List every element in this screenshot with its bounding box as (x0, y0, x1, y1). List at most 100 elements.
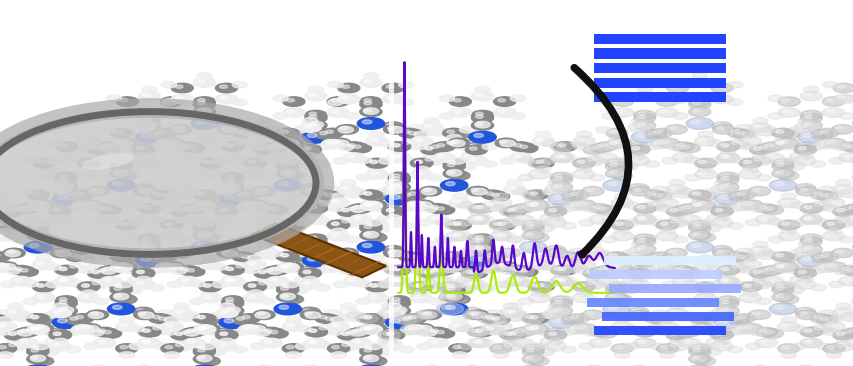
Circle shape (238, 140, 253, 147)
Circle shape (593, 145, 601, 148)
Circle shape (116, 344, 138, 353)
Circle shape (305, 203, 328, 213)
Circle shape (72, 325, 94, 334)
Circle shape (822, 346, 838, 353)
Circle shape (94, 143, 116, 153)
Circle shape (360, 326, 368, 330)
Circle shape (9, 343, 16, 347)
Circle shape (200, 233, 220, 242)
Circle shape (200, 282, 222, 292)
Circle shape (688, 201, 711, 210)
Circle shape (694, 202, 710, 208)
Circle shape (142, 236, 150, 239)
Circle shape (243, 282, 265, 292)
Circle shape (609, 294, 617, 298)
Circle shape (321, 128, 343, 138)
Circle shape (726, 128, 748, 138)
Circle shape (485, 315, 493, 319)
Circle shape (457, 343, 473, 350)
Circle shape (655, 220, 677, 229)
Circle shape (764, 330, 772, 334)
Circle shape (90, 276, 106, 283)
Circle shape (539, 214, 560, 223)
Circle shape (368, 131, 384, 138)
Circle shape (835, 214, 850, 221)
Circle shape (820, 130, 827, 133)
Circle shape (800, 214, 822, 224)
Circle shape (554, 308, 561, 311)
Circle shape (775, 163, 783, 167)
Circle shape (261, 251, 281, 259)
Circle shape (550, 306, 572, 315)
Circle shape (710, 94, 732, 104)
Circle shape (475, 112, 483, 115)
Circle shape (614, 324, 622, 327)
Circle shape (165, 98, 172, 102)
Circle shape (183, 327, 205, 337)
Circle shape (540, 158, 555, 164)
Circle shape (550, 142, 572, 152)
Circle shape (676, 154, 683, 158)
Circle shape (315, 143, 330, 150)
Circle shape (59, 308, 67, 311)
Circle shape (781, 173, 788, 176)
Circle shape (826, 222, 833, 225)
Circle shape (550, 296, 572, 305)
Circle shape (116, 97, 138, 107)
Circle shape (92, 270, 100, 274)
Circle shape (571, 326, 578, 330)
Circle shape (286, 352, 301, 358)
Circle shape (258, 158, 266, 161)
Circle shape (632, 214, 654, 224)
Circle shape (272, 236, 287, 243)
Circle shape (270, 278, 278, 281)
Circle shape (688, 190, 711, 199)
Circle shape (281, 265, 288, 268)
Circle shape (804, 115, 811, 118)
Circle shape (438, 282, 461, 292)
Circle shape (688, 325, 711, 334)
Circle shape (630, 365, 646, 366)
Circle shape (341, 96, 349, 99)
Circle shape (52, 317, 80, 328)
Circle shape (775, 141, 783, 144)
Circle shape (609, 284, 617, 287)
Circle shape (388, 126, 403, 133)
Circle shape (851, 117, 853, 129)
Circle shape (833, 144, 848, 150)
Circle shape (78, 282, 100, 291)
Circle shape (758, 329, 766, 332)
Circle shape (827, 281, 843, 288)
Circle shape (798, 338, 821, 348)
Circle shape (363, 98, 371, 102)
Circle shape (164, 193, 179, 199)
Circle shape (576, 171, 583, 175)
Circle shape (286, 228, 301, 235)
Circle shape (120, 233, 128, 236)
Circle shape (798, 327, 821, 337)
Circle shape (248, 284, 256, 287)
Circle shape (549, 153, 572, 163)
Circle shape (116, 171, 136, 180)
Circle shape (287, 98, 294, 102)
Circle shape (232, 346, 247, 353)
Circle shape (637, 329, 645, 332)
Circle shape (166, 281, 182, 288)
Circle shape (706, 264, 722, 270)
Circle shape (443, 139, 465, 149)
Circle shape (11, 236, 26, 243)
Circle shape (838, 142, 853, 152)
Circle shape (363, 203, 371, 206)
Circle shape (499, 207, 521, 216)
Circle shape (535, 255, 550, 261)
Circle shape (356, 157, 371, 163)
Circle shape (0, 108, 324, 258)
Circle shape (698, 284, 705, 287)
Circle shape (120, 109, 128, 113)
Circle shape (461, 307, 482, 316)
Circle shape (487, 254, 495, 257)
Circle shape (449, 231, 471, 241)
Circle shape (414, 160, 421, 164)
Circle shape (630, 117, 646, 124)
Circle shape (369, 160, 377, 164)
